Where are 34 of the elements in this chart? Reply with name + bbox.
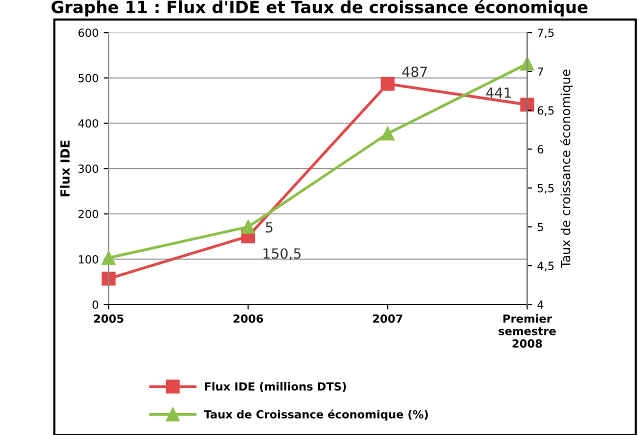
y2-tick-label: 6 [538, 145, 544, 154]
y2-tick-label: 6,5 [538, 106, 554, 116]
data-label: 487 [402, 66, 427, 78]
y2-tick-label: 7,5 [538, 28, 554, 38]
y2-axis-title: Taux de croissance économique [560, 70, 573, 268]
y-tick-label: 0 [92, 300, 98, 309]
point [380, 126, 395, 141]
legend-label: Flux IDE (millions DTS) [204, 382, 346, 392]
x-tick-label: 2005 [94, 314, 124, 323]
point [380, 76, 395, 91]
y2-tick-label: 7 [538, 68, 544, 76]
y-axis-title: Flux IDE [60, 140, 70, 196]
x-tick-label: Premier semestre 2008 [498, 314, 556, 348]
data-label: 441 [486, 88, 511, 98]
y-tick-label: 300 [78, 164, 98, 173]
y-tick-label: 100 [78, 255, 98, 264]
point [102, 272, 116, 286]
y-tick-label: 600 [78, 28, 98, 38]
data-label: 150,5 [264, 248, 301, 260]
data-label: 5 [266, 222, 272, 233]
y2-tick-label: 4 [537, 300, 544, 309]
x-tick-label: 2007 [373, 314, 402, 323]
point [102, 250, 116, 265]
y2-tick-label: 4,5 [537, 262, 554, 272]
y2-tick-label: 5 [538, 222, 543, 232]
legend-label: Taux de Croissance économique (%) [204, 409, 428, 421]
point [241, 220, 256, 234]
point [520, 98, 534, 112]
y-tick-label: 200 [78, 210, 98, 218]
y-tick-label: 400 [78, 119, 98, 128]
y2-tick-label: 5,5 [538, 184, 554, 194]
x-tick-label: 2006 [234, 314, 264, 323]
y-tick-label: 500 [78, 74, 98, 82]
chart-title: Graphe 11 : Flux d'IDE et Taux de croissance économique [52, 0, 588, 17]
